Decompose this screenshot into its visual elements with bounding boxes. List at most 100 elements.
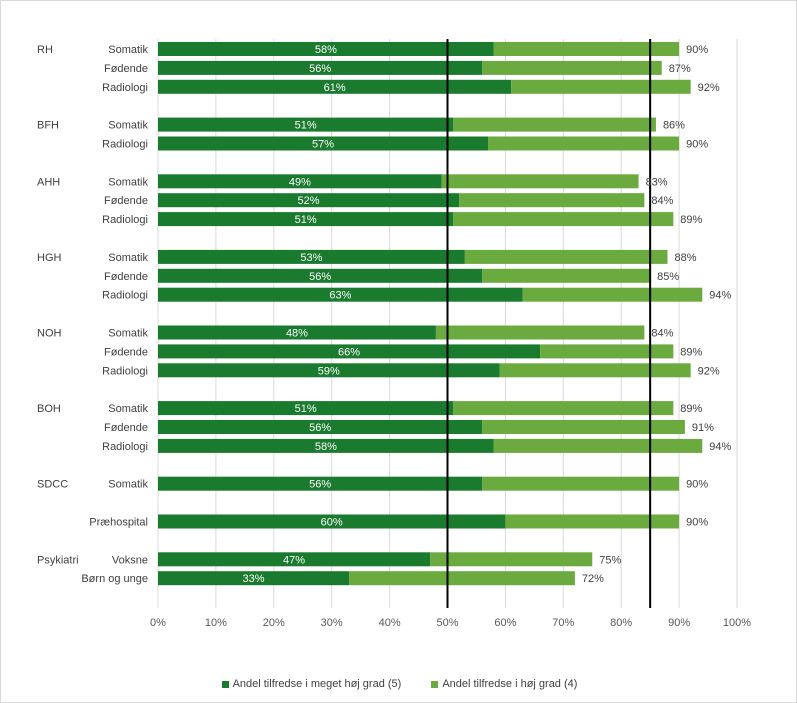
data-label-total: 75% [599,554,621,566]
bar-high [482,476,680,491]
bar-high [511,79,691,94]
x-tick-label: 10% [205,617,227,629]
data-label-very-high: 58% [315,44,337,56]
data-label-total: 90% [686,517,708,529]
stacked-bar-chart: 0% 10% 20% 30% 40% 50% 60% 70% 80% 90% 100% 58% 90% S… [37,39,751,629]
bar-very-high [158,344,541,359]
data-label-total: 88% [675,252,697,264]
bar-high [435,325,645,340]
legend-swatch-high [431,680,439,688]
x-tick-label: 50% [436,617,458,629]
group-label: RH [37,44,53,56]
bar-very-high [158,212,454,227]
data-label-very-high: 33% [243,573,265,585]
category-label: Radiologi [102,290,148,302]
group-label: HGH [37,252,62,264]
data-label-very-high: 59% [318,365,340,377]
bar-very-high [158,136,489,151]
data-label-total: 94% [709,441,731,453]
data-label-total: 86% [663,120,685,132]
category-label: Somatik [108,176,148,188]
x-tick-label: 90% [668,617,690,629]
data-label-total: 92% [698,365,720,377]
data-label-total: 84% [651,328,673,340]
category-label: Fødende [104,195,148,207]
x-tick-label: 40% [379,617,401,629]
data-label-total: 90% [686,479,708,491]
data-label-very-high: 51% [295,403,317,415]
data-label-total: 84% [651,195,673,207]
legend-swatch-very-high [221,680,229,688]
x-tick-label: 80% [610,617,632,629]
category-label: Somatik [108,328,148,340]
bar-high [349,571,575,586]
data-label-very-high: 51% [295,214,317,226]
bar-high [464,249,668,264]
bar-high [493,42,680,56]
bar-high [459,193,645,208]
bar-high [499,363,691,378]
data-label-very-high: 56% [309,479,331,491]
legend-label-high: Andel tilfredse i høj grad (4) [442,678,578,690]
bar-high [505,514,680,529]
bar-very-high [158,420,483,434]
data-label-total: 83% [646,176,668,188]
bar-very-high [158,79,512,94]
bar-very-high [158,476,483,491]
data-label-total: 89% [680,346,702,358]
bar-very-high [158,571,350,586]
group-label: BOH [37,403,61,415]
data-label-very-high: 66% [338,346,360,358]
bar-high [482,60,662,75]
group-label: BFH [37,120,59,132]
bar-very-high [158,174,442,189]
data-label-very-high: 63% [329,290,351,302]
category-label: Fødende [104,346,148,358]
legend-item-very-high: Andel tilfredse i meget høj grad (5) [221,678,401,690]
data-label-total: 92% [698,82,720,94]
data-label-very-high: 53% [300,252,322,264]
bar-very-high [158,287,523,302]
data-label-very-high: 56% [309,63,331,75]
bar-high [488,136,680,151]
data-label-total: 85% [657,271,679,283]
bar-very-high [158,60,483,75]
data-label-total: 87% [669,63,691,75]
data-label-very-high: 51% [295,120,317,132]
bar-high [482,268,651,283]
data-label-very-high: 56% [309,422,331,434]
bars [158,42,703,586]
data-label-very-high: 48% [286,328,308,340]
category-label: Somatik [108,44,148,56]
data-label-total: 89% [680,214,702,226]
bar-very-high [158,42,494,56]
bar-very-high [158,193,460,208]
bar-high [522,287,703,302]
data-label-total: 72% [582,573,604,585]
bar-very-high [158,117,454,132]
bar-high [430,552,593,567]
bar-high [441,174,639,189]
data-label-very-high: 52% [298,195,320,207]
data-label-total: 89% [680,403,702,415]
legend-item-high: Andel tilfredse i høj grad (4) [431,678,577,690]
reference-lines [446,39,652,608]
category-label: Radiologi [102,139,148,151]
legend: Andel tilfredse i meget høj grad (5) And… [1,678,797,690]
data-label-very-high: 58% [315,441,337,453]
x-tick-label: 20% [263,617,285,629]
bar-very-high [158,514,506,529]
bar-very-high [158,438,494,453]
category-label: Somatik [108,252,148,264]
category-label: Børn og unge [81,573,148,585]
category-label: Fødende [104,271,148,283]
category-label: Præhospital [89,517,148,529]
data-label-very-high: 56% [309,271,331,283]
data-label-very-high: 60% [321,517,343,529]
data-label-very-high: 47% [283,554,305,566]
category-label: Radiologi [102,82,148,94]
bar-very-high [158,401,454,416]
group-label: AHH [37,176,60,188]
bar-high [453,401,674,416]
